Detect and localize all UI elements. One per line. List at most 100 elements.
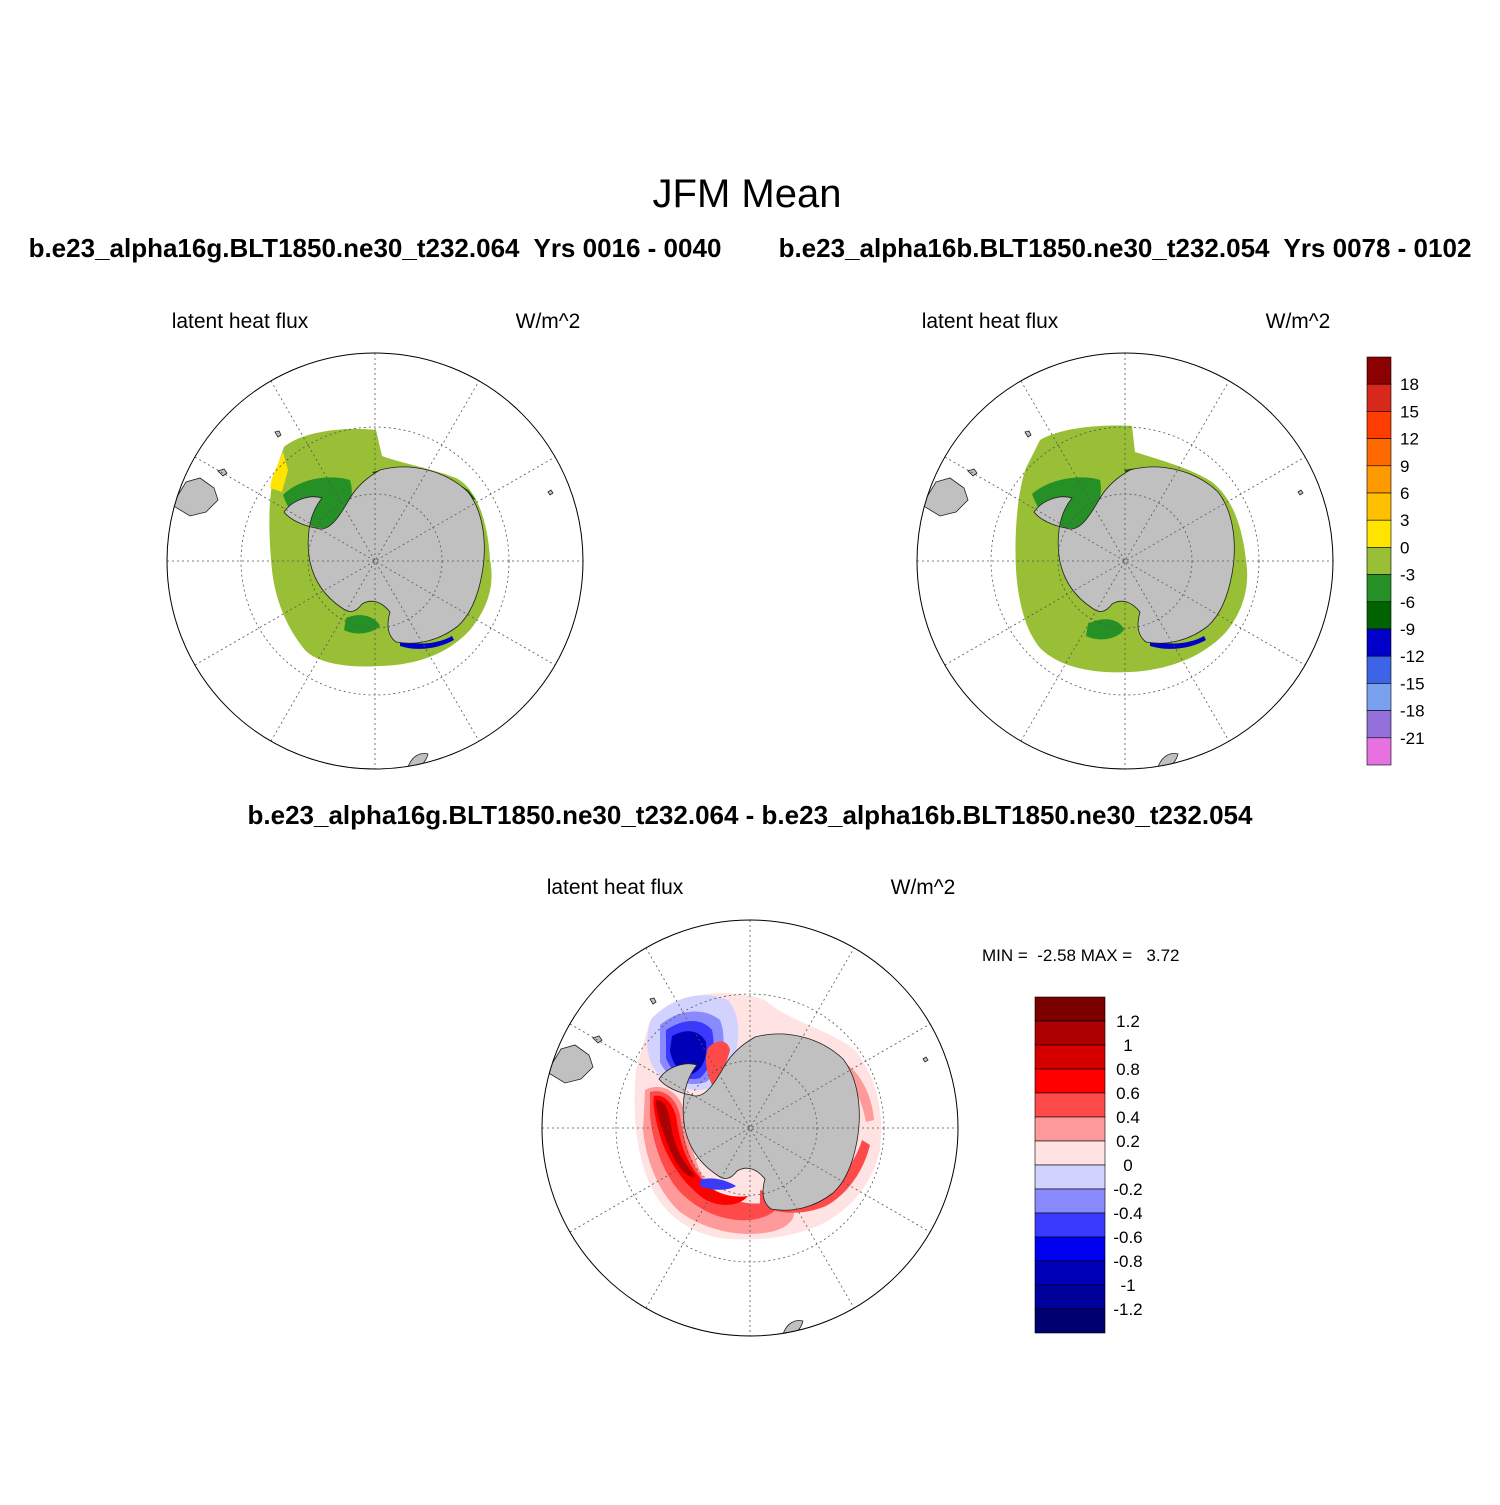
colorbar-diff-label-1: 1 <box>1123 1036 1132 1055</box>
panel-c-min-max-stats: MIN = -2.58 MAX = 3.72 <box>982 946 1179 965</box>
colorbar-main-box-10 <box>1366 628 1392 657</box>
colorbar-main-label-1: 15 <box>1400 402 1419 421</box>
colorbar-diff-box-1 <box>1034 1020 1106 1046</box>
panel-a-units-label: W/m^2 <box>516 310 581 333</box>
colorbar-main-box-1 <box>1366 383 1392 412</box>
panel-a-island-3 <box>547 489 554 496</box>
colorbar-main: 18 15 12 9 6 3 0 -3 -6 -9 -12 -15 -18 -21 <box>1366 356 1425 766</box>
panel-c-map-border <box>541 919 959 1337</box>
colorbar-main-label-0: 18 <box>1400 375 1419 394</box>
panel-b-graticule <box>917 353 1333 769</box>
colorbar-diff-box-2 <box>1034 1044 1106 1070</box>
colorbar-main-label-12: -18 <box>1400 702 1425 721</box>
colorbar-main-box-7 <box>1366 547 1392 575</box>
colorbar-main-box-0 <box>1366 356 1392 385</box>
colorbar-diff-box-10 <box>1034 1236 1106 1262</box>
colorbar-main-box-9 <box>1366 601 1392 630</box>
panel-a-flux-field-mid-2 <box>344 615 380 634</box>
colorbar-diff-label-0: 1.2 <box>1116 1012 1140 1031</box>
colorbar-diff-label-2: 0.8 <box>1116 1060 1140 1079</box>
panel-c-units-label: W/m^2 <box>891 876 956 899</box>
panel-c-diff-field-deep-blue <box>670 1031 707 1074</box>
colorbar-diff-box-8 <box>1034 1188 1106 1214</box>
colorbar-main-box-12 <box>1366 683 1392 711</box>
colorbar-diff-box-13 <box>1034 1308 1106 1334</box>
colorbar-main-label-10: -12 <box>1400 647 1425 666</box>
panel-c-map <box>542 920 958 1336</box>
colorbar-diff-box-9 <box>1034 1212 1106 1238</box>
panel-c-south-america <box>546 1044 594 1084</box>
colorbar-diff-label-7: -0.2 <box>1113 1180 1142 1199</box>
panel-a-graticule <box>167 353 583 769</box>
colorbar-diff-label-3: 0.6 <box>1116 1084 1140 1103</box>
panel-b-variable-label: latent heat flux <box>922 310 1059 333</box>
colorbar-diff-box-12 <box>1034 1284 1106 1310</box>
colorbar-difference: 1.2 1 0.8 0.6 0.4 0.2 0 -0.2 -0.4 -0.6 -0.8 -1 -1.2 <box>1034 996 1143 1334</box>
panel-c-variable-label: latent heat flux <box>547 876 684 899</box>
colorbar-main-label-5: 3 <box>1400 511 1409 530</box>
colorbar-diff-box-7 <box>1034 1164 1106 1190</box>
colorbar-diff-box-11 <box>1034 1260 1106 1286</box>
colorbar-main-label-6: 0 <box>1400 538 1409 557</box>
panel-a-antarctica <box>283 466 485 644</box>
colorbar-diff-label-5: 0.2 <box>1116 1132 1140 1151</box>
panel-a-map <box>167 353 583 769</box>
panel-a-case-title: b.e23_alpha16g.BLT1850.ne30_t232.064 Yrs… <box>29 233 722 263</box>
panel-c-case-title: b.e23_alpha16g.BLT1850.ne30_t232.064 - b… <box>248 800 1253 830</box>
colorbar-diff-box-4 <box>1034 1092 1106 1118</box>
panel-b-case-title: b.e23_alpha16b.BLT1850.ne30_t232.054 Yrs… <box>779 233 1472 263</box>
colorbar-diff-box-5 <box>1034 1116 1106 1142</box>
colorbar-main-label-11: -15 <box>1400 674 1425 693</box>
colorbar-main-box-4 <box>1366 465 1392 494</box>
panel-a-south-america <box>171 477 219 517</box>
colorbar-diff-label-4: 0.4 <box>1116 1108 1140 1127</box>
panel-a-variable-label: latent heat flux <box>172 310 309 333</box>
panel-b-south-america <box>921 477 969 517</box>
panel-b-map <box>917 353 1333 769</box>
panel-a-island-2 <box>274 430 282 438</box>
colorbar-diff-box-6 <box>1034 1140 1106 1166</box>
panel-c-diff-field-red-ne <box>705 1041 730 1085</box>
panel-c-graticule <box>542 920 958 1336</box>
colorbar-main-box-6 <box>1366 519 1392 548</box>
panel-b-units-label: W/m^2 <box>1266 310 1331 333</box>
colorbar-main-label-2: 12 <box>1400 430 1419 449</box>
panel-a-map-border <box>166 352 584 770</box>
colorbar-main-box-13 <box>1366 710 1392 739</box>
panel-a-flux-field-blue <box>400 636 454 649</box>
colorbar-diff-box-0 <box>1034 996 1106 1022</box>
colorbar-main-box-8 <box>1366 574 1392 603</box>
colorbar-diff-label-12: -1.2 <box>1113 1300 1142 1319</box>
colorbar-main-label-13: -21 <box>1400 729 1425 748</box>
colorbar-diff-label-10: -0.8 <box>1113 1252 1142 1271</box>
panel-c-diff-field-light-red <box>650 1091 779 1221</box>
panel-c-antarctica <box>658 1033 860 1211</box>
colorbar-main-box-11 <box>1366 655 1392 684</box>
colorbar-diff-label-6: 0 <box>1123 1156 1132 1175</box>
colorbar-main-label-8: -6 <box>1400 593 1415 612</box>
colorbar-diff-label-8: -0.4 <box>1113 1204 1142 1223</box>
panel-b-island-3 <box>1297 489 1304 496</box>
colorbar-main-label-9: -9 <box>1400 620 1415 639</box>
colorbar-main-box-5 <box>1366 492 1392 521</box>
panel-a-flux-field-yellow <box>270 452 288 492</box>
colorbar-main-label-7: -3 <box>1400 566 1415 585</box>
colorbar-diff-label-11: -1 <box>1120 1276 1135 1295</box>
panel-b-map-border <box>916 352 1334 770</box>
colorbar-main-box-14 <box>1366 737 1392 766</box>
panel-c-island-2 <box>649 997 657 1005</box>
panel-b-flux-field-mid-2 <box>1086 619 1124 640</box>
colorbar-main-box-3 <box>1366 438 1392 467</box>
panel-b-island-2 <box>1024 430 1032 438</box>
colorbar-main-label-4: 6 <box>1400 484 1409 503</box>
colorbar-diff-box-3 <box>1034 1068 1106 1094</box>
colorbar-main-label-3: 9 <box>1400 457 1409 476</box>
panel-c-diff-field-dark-red <box>656 1100 696 1177</box>
panel-c-island-3 <box>922 1056 929 1063</box>
colorbar-main-box-2 <box>1366 411 1392 439</box>
panel-c-diff-field-blue-s <box>700 1178 736 1190</box>
figure-title: JFM Mean <box>653 172 842 216</box>
colorbar-diff-label-9: -0.6 <box>1113 1228 1142 1247</box>
